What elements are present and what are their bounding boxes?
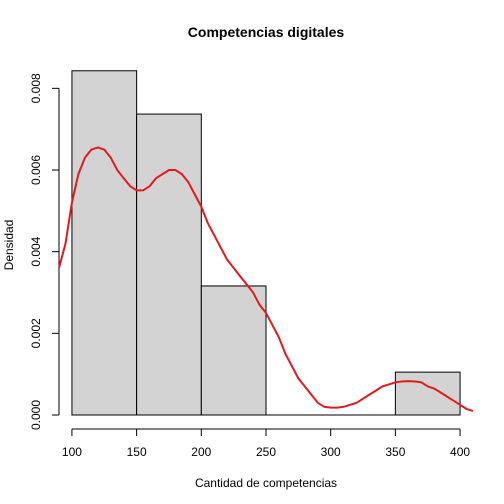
x-tick-label: 100 [62,445,82,459]
x-tick-label: 400 [450,445,470,459]
x-tick-label: 300 [321,445,341,459]
density-curve [58,146,474,412]
histogram-bar [200,285,267,416]
x-tick-label: 150 [127,445,147,459]
y-tick-label: 0.008 [29,73,43,103]
x-tick-label: 250 [256,445,276,459]
histogram-bar [394,371,461,416]
y-axis-label: Densidad [2,220,16,271]
chart-title: Competencias digitales [188,24,345,40]
y-tick-label: 0.004 [29,236,43,266]
y-tick-label: 0.006 [29,155,43,185]
histogram-bars [71,70,461,416]
x-tick-label: 200 [191,445,211,459]
y-tick-label: 0.000 [29,400,43,430]
histogram-bar [136,113,202,416]
histogram-bar [71,70,138,416]
x-axis: 100 150 200 250 300 350 400 [62,428,470,459]
y-tick-label: 0.002 [29,318,43,348]
y-axis: 0.000 0.002 0.004 0.006 0.008 [29,73,60,430]
axes: 100 150 200 250 300 350 400 0.0000.0020.0040.0… [29,73,470,459]
x-tick-label: 350 [385,445,405,459]
x-axis-label: Cantidad de competencias [195,476,337,490]
